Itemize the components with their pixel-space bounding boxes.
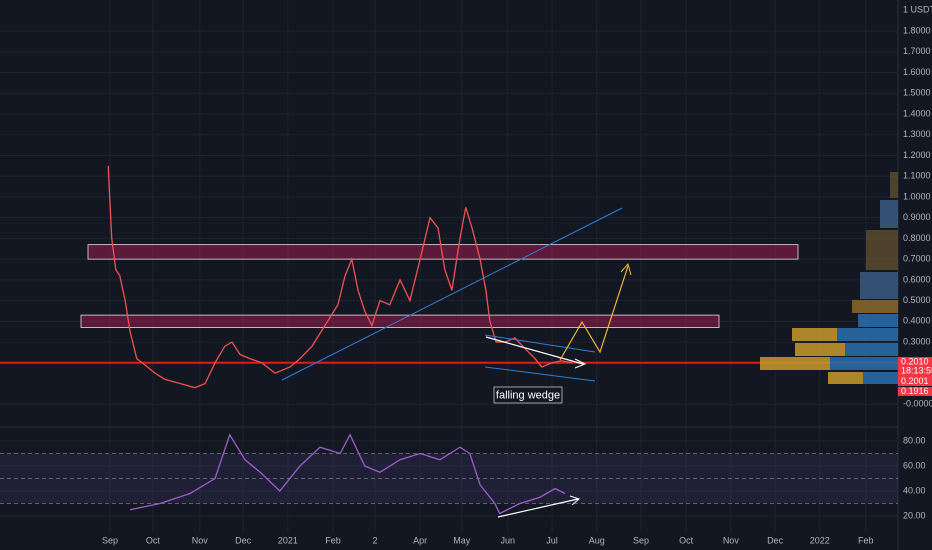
vp-bar bbox=[880, 200, 898, 228]
y-tick-label: 1.5000 bbox=[903, 88, 931, 98]
price-badge-text: 0.2010 bbox=[901, 356, 929, 366]
y-tick-label: 0.5000 bbox=[903, 295, 931, 305]
price-badge bbox=[898, 357, 932, 377]
vp-bar bbox=[852, 300, 898, 313]
vp-bar bbox=[795, 343, 845, 356]
series-line bbox=[107, 165, 573, 389]
x-tick-label: Jun bbox=[501, 535, 516, 545]
y-tick-label: 1.6000 bbox=[903, 67, 931, 77]
x-tick-label: May bbox=[453, 535, 471, 545]
x-tick-label: Dec bbox=[767, 535, 784, 545]
y-tick-label: 0.7000 bbox=[903, 254, 931, 264]
price-badge-text: 18:13:55 bbox=[901, 365, 932, 375]
y-tick-label: 1.4000 bbox=[903, 108, 931, 118]
x-tick-label: Apr bbox=[413, 535, 427, 545]
y-tick-label: 1.0000 bbox=[903, 191, 931, 201]
x-tick-label: Nov bbox=[192, 535, 209, 545]
vp-bar bbox=[792, 328, 837, 341]
arrow-head bbox=[569, 495, 580, 506]
y-tick-label: 1.8000 bbox=[903, 25, 931, 35]
y-tick-label: 1.2000 bbox=[903, 150, 931, 160]
y-tick-label: 1.7000 bbox=[903, 46, 931, 56]
x-tick-label: Aug bbox=[589, 535, 605, 545]
vp-bar bbox=[760, 357, 830, 370]
annotation: falling wedge bbox=[496, 389, 560, 401]
x-tick-label: Oct bbox=[679, 535, 694, 545]
y-tick-label: 1.3000 bbox=[903, 129, 931, 139]
x-tick-label: Sep bbox=[633, 535, 649, 545]
price-badge bbox=[898, 377, 932, 386]
vp-bar bbox=[828, 372, 863, 384]
trend-line bbox=[281, 207, 623, 381]
projection-arrow bbox=[559, 265, 629, 361]
y-tick-label: 0.9000 bbox=[903, 212, 931, 222]
grid bbox=[0, 0, 898, 532]
wedge-line bbox=[484, 366, 596, 382]
vp-bar bbox=[866, 230, 898, 270]
wedge-line bbox=[484, 334, 596, 353]
rsi-arrow bbox=[497, 498, 579, 518]
x-tick-label: 2 bbox=[373, 535, 378, 545]
arrow-head bbox=[620, 262, 632, 276]
x-tick-label: Feb bbox=[325, 535, 341, 545]
x-tick-label: 2022 bbox=[810, 535, 830, 545]
y-tick-label: -0.0000 bbox=[903, 399, 932, 409]
vp-bar bbox=[890, 172, 898, 198]
y-tick-label: 40.00 bbox=[903, 485, 926, 495]
x-tick-label: Jul bbox=[546, 535, 558, 545]
y-tick-label: 0.6000 bbox=[903, 274, 931, 284]
vp-bar bbox=[858, 314, 898, 327]
vp-bar bbox=[860, 272, 898, 299]
wedge-arrow bbox=[485, 336, 584, 365]
price-badge bbox=[898, 387, 932, 396]
zone bbox=[80, 314, 720, 328]
x-tick-label: Dec bbox=[235, 535, 252, 545]
arrow-head bbox=[574, 358, 587, 369]
y-tick-label: 0.8000 bbox=[903, 233, 931, 243]
y-tick-label: 80.00 bbox=[903, 435, 926, 445]
volume-profile bbox=[760, 172, 898, 384]
price-badge-text: 0.1916 bbox=[901, 386, 929, 396]
x-tick-label: Feb bbox=[858, 535, 874, 545]
y-tick-label: 0.3000 bbox=[903, 336, 931, 346]
y-tick-label: 60.00 bbox=[903, 460, 926, 470]
series-line bbox=[129, 433, 566, 515]
x-tick-label: 2021 bbox=[278, 535, 298, 545]
y-tick-label: 20.00 bbox=[903, 510, 926, 520]
price-badge-text: 0.2001 bbox=[901, 376, 929, 386]
y-tick-label: 0.4000 bbox=[903, 316, 931, 326]
unit-label: 1 USDT bbox=[903, 4, 932, 14]
marks bbox=[0, 165, 898, 515]
x-tick-label: Oct bbox=[146, 535, 161, 545]
x-tick-label: Nov bbox=[723, 535, 740, 545]
annotation-box bbox=[493, 386, 563, 404]
y-tick-label: 1.1000 bbox=[903, 171, 931, 181]
x-tick-label: Sep bbox=[102, 535, 118, 545]
